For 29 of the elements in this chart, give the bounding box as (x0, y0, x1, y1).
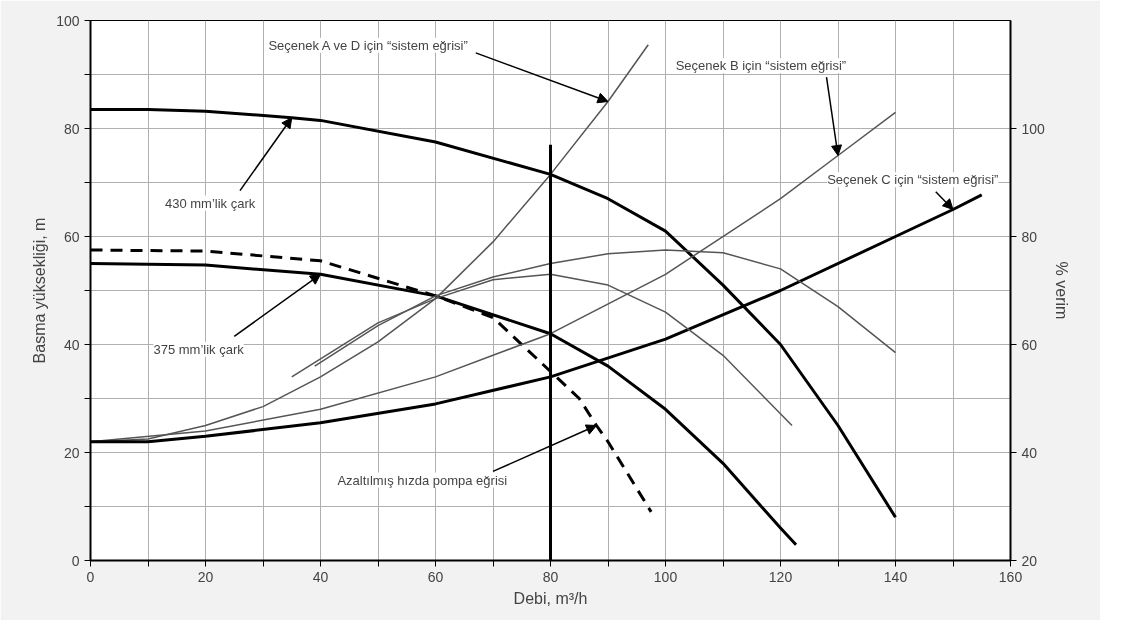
x-tick-label: 120 (768, 568, 793, 585)
x-axis-title: Debi, m³/h (513, 589, 588, 607)
y2-tick-label: 20 (1021, 552, 1038, 569)
x-tick-label: 40 (312, 568, 329, 585)
annotation: 430 mm’lik çark (164, 195, 256, 211)
y-tick-label: 20 (63, 444, 80, 461)
y2-tick-label: 80 (1021, 228, 1038, 245)
x-tick-label: 60 (427, 568, 444, 585)
annotation: Seçenek A ve D için “sistem eğrisi” (268, 37, 468, 53)
x-tick-label: 140 (883, 568, 908, 585)
y2-tick-label: 40 (1021, 444, 1038, 461)
annotation: Azaltılmış hızda pompa eğrisi (337, 472, 508, 488)
y-tick-label: 40 (63, 336, 80, 353)
x-tick-label: 0 (86, 568, 95, 585)
x-tick-label: 80 (542, 568, 559, 585)
y-tick-label: 60 (63, 228, 80, 245)
y-tick-label: 100 (56, 12, 80, 29)
y-tick-label: 80 (63, 120, 80, 137)
x-tick-label: 100 (653, 568, 678, 585)
x-tick-label: 20 (197, 568, 214, 585)
annotation: Seçenek C için “sistem eğrisi” (827, 172, 999, 188)
y-tick-label: 0 (71, 552, 80, 569)
y-axis-title: Basma yüksekliği, m (31, 217, 49, 364)
y2-tick-label: 100 (1021, 120, 1046, 137)
x-tick-label: 160 (998, 568, 1023, 585)
y2-tick-label: 60 (1021, 336, 1038, 353)
annotation: 375 mm’lik çark (153, 341, 245, 357)
y2-axis-title: % verim (1052, 261, 1070, 320)
annotation: Seçenek B için “sistem eğrisi” (675, 58, 847, 74)
